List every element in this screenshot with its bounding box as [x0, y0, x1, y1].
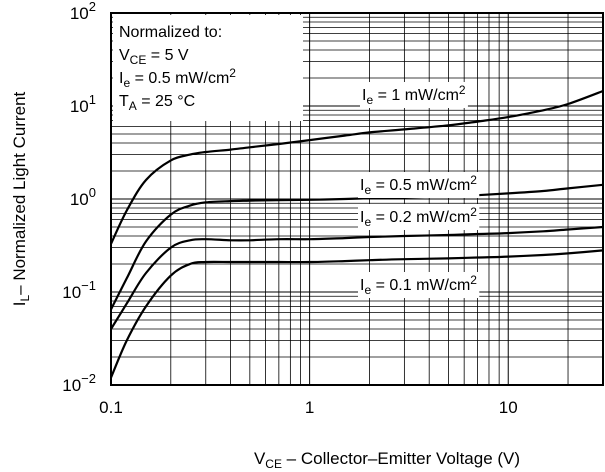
note-line-1: Normalized to: — [119, 24, 222, 41]
y-tick-labels: 102 101 100 10−1 10−2 — [62, 0, 96, 395]
series-label-3: Ie = 0.2 mW/cm2 — [360, 205, 477, 229]
note-line-4: TA = 25 °C — [119, 93, 195, 113]
series-label-1: Ie = 1 mW/cm2 — [362, 83, 466, 107]
curves — [109, 89, 604, 379]
x-tick-label: 0.1 — [99, 398, 123, 417]
y-tick-label: 10−2 — [62, 371, 96, 395]
series-curve-3 — [110, 225, 604, 330]
series-labels: Ie = 1 mW/cm2 Ie = 0.5 mW/cm2 Ie = 0.2 mW/… — [358, 82, 480, 298]
series-label-background — [360, 82, 468, 108]
x-axis-title: VCE – Collector–Emitter Voltage (V) — [254, 449, 520, 471]
x-tick-label: 1 — [305, 398, 314, 417]
series-curve-2 — [110, 183, 604, 310]
series-curve-4 — [109, 249, 604, 379]
y-tick-label: 102 — [70, 0, 96, 23]
series-label-4: Ie = 0.1 mW/cm2 — [360, 273, 477, 297]
y-tick-label: 101 — [70, 92, 96, 116]
series-label-background — [358, 272, 480, 298]
y-tick-label: 10−1 — [62, 278, 96, 302]
series-label-background — [358, 172, 480, 198]
y-axis-title: IL– Normalized Light Current — [10, 91, 32, 306]
x-tick-labels: 0.1 1 10 — [99, 398, 518, 417]
series-curve-1 — [110, 89, 604, 245]
series-label-2: Ie = 0.5 mW/cm2 — [360, 173, 477, 197]
x-tick-label: 10 — [499, 398, 518, 417]
plot-frame — [110, 12, 604, 386]
note-background — [113, 15, 303, 121]
series-label-background — [358, 204, 480, 230]
note-line-2: VCE = 5 V — [119, 47, 189, 67]
y-tick-label: 100 — [70, 185, 96, 209]
note-line-3: Ie = 0.5 mW/cm2 — [119, 66, 236, 90]
normalization-note: Normalized to: VCE = 5 VIe = 0.5 mW/cm2 TA… — [113, 15, 303, 121]
